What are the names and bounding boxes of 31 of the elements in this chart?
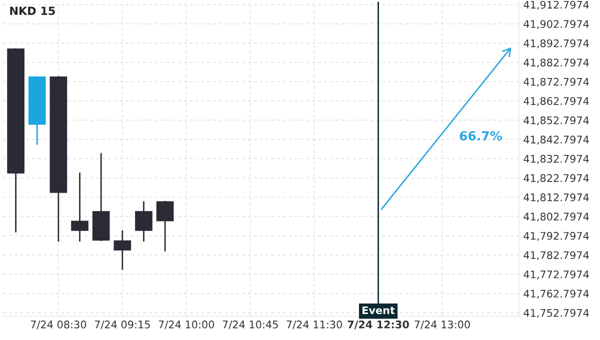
x-tick-label: 7/24 10:45 — [222, 320, 278, 330]
y-tick-label: 41,782.7974 — [524, 251, 589, 260]
y-tick-label: 41,832.7974 — [524, 154, 589, 164]
y-tick-label: 41,792.7974 — [524, 232, 589, 241]
y-tick-label: 41,912.7974 — [524, 0, 589, 10]
y-tick-label: 41,822.7974 — [524, 174, 589, 184]
candlestick — [71, 172, 88, 242]
y-tick-label: 41,892.7974 — [524, 39, 589, 48]
y-tick-label: 41,852.7974 — [524, 116, 589, 126]
y-tick-label: 41,802.7974 — [524, 212, 589, 222]
y-tick-label: 41,842.7974 — [524, 136, 589, 145]
candlestick — [114, 230, 132, 270]
x-tick-label: 7/24 08:30 — [30, 320, 86, 330]
candlestick — [156, 200, 174, 252]
x-tick-label: 7/24 12:30 — [348, 320, 409, 330]
chart-title: NKD 15 — [10, 6, 55, 16]
x-tick-label: 7/24 13:00 — [414, 320, 470, 330]
y-tick-label: 41,752.7974 — [524, 308, 589, 318]
y-tick-label: 41,872.7974 — [524, 78, 589, 87]
ref-line-label: Event — [362, 306, 395, 314]
y-tick-label: 41,812.7974 — [524, 193, 589, 202]
x-tick-label: 7/24 09:15 — [94, 320, 150, 330]
y-tick-label: 41,762.7974 — [524, 290, 589, 299]
y-tick-label: 41,772.7974 — [524, 270, 589, 280]
annotation: 66.7% — [460, 131, 502, 141]
x-tick-label: 7/24 10:00 — [158, 320, 214, 330]
y-tick-label: 41,882.7974 — [524, 58, 589, 68]
y-tick-label: 41,902.7974 — [524, 20, 589, 30]
candlestick — [135, 201, 152, 242]
y-tick-label: 41,862.7974 — [524, 97, 589, 106]
x-tick-label: 7/24 11:30 — [286, 320, 342, 330]
